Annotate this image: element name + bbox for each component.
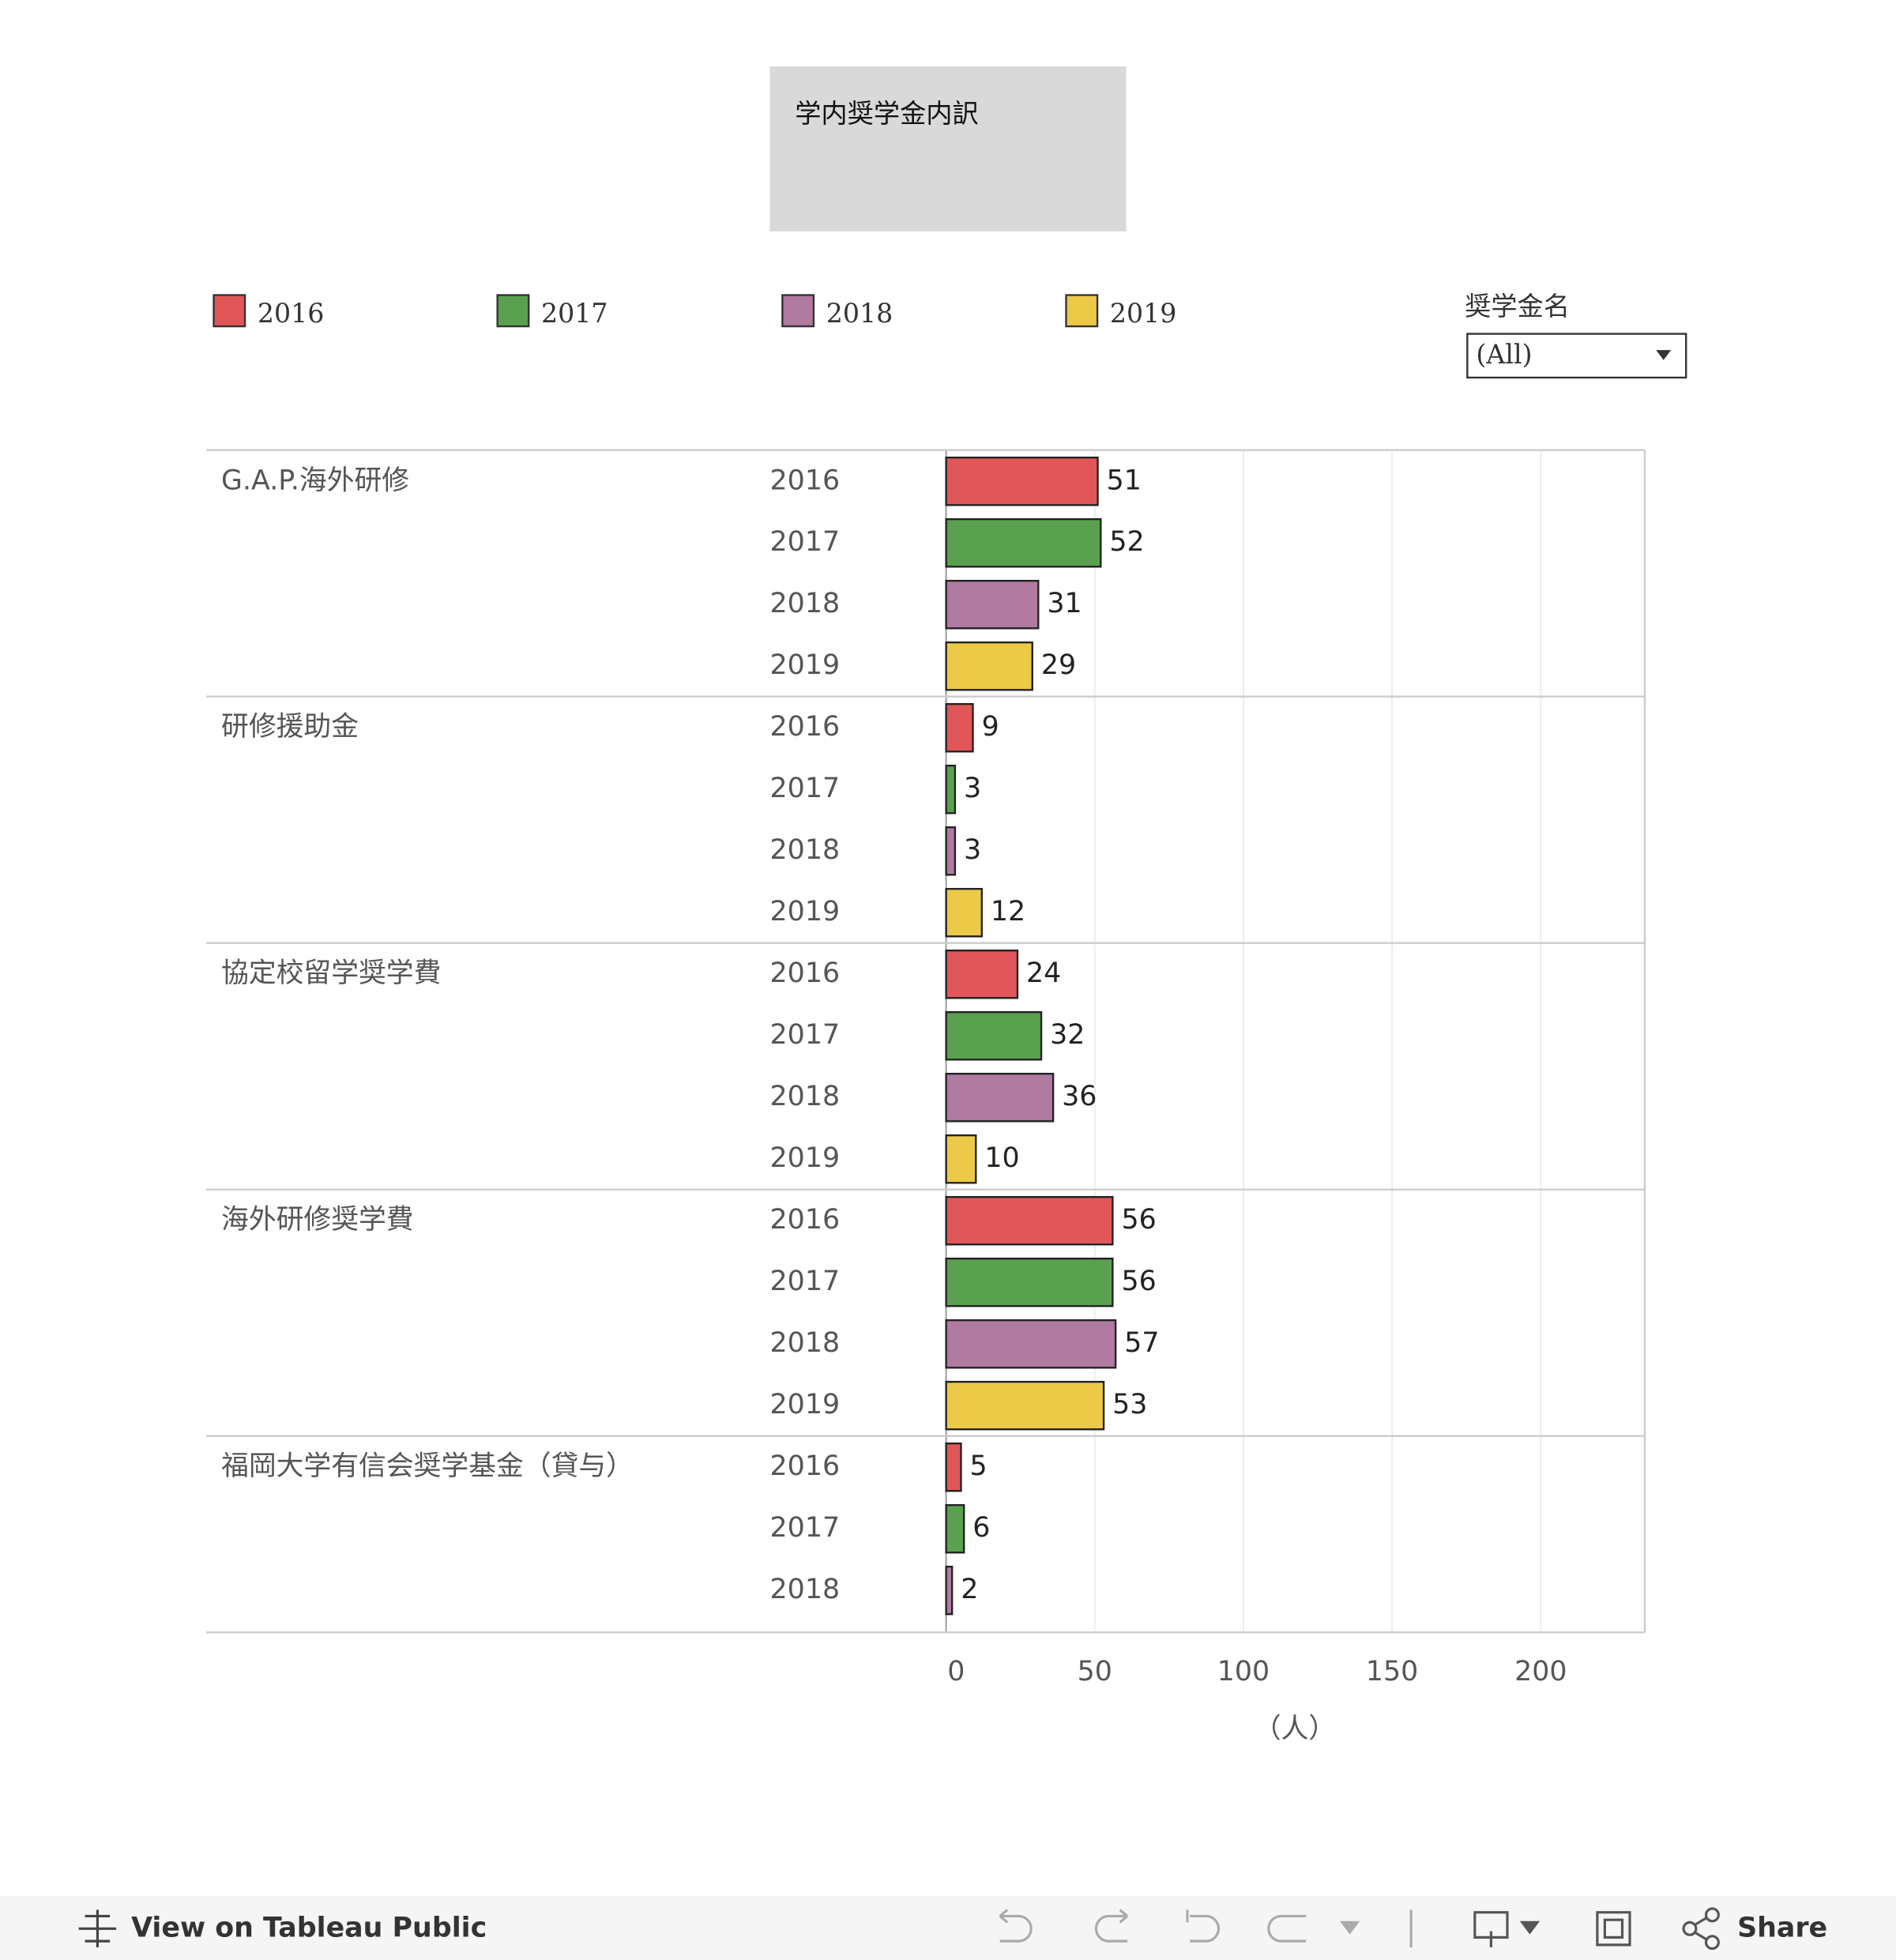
x-tick-label: 150 xyxy=(1366,1656,1418,1687)
row-year-label: 2016 xyxy=(770,1204,841,1236)
row-year-label: 2019 xyxy=(770,649,841,681)
value-label: 5 xyxy=(970,1450,988,1482)
bar xyxy=(945,887,983,938)
filter-value: (All) xyxy=(1476,339,1532,370)
bar xyxy=(945,1565,954,1616)
value-label: 2 xyxy=(961,1574,978,1605)
x-tick-label: 50 xyxy=(1078,1656,1112,1687)
bar xyxy=(945,580,1040,630)
legend-label: 2018 xyxy=(826,298,893,329)
value-label: 57 xyxy=(1124,1327,1159,1359)
value-label: 52 xyxy=(1109,526,1144,558)
dropdown-arrow xyxy=(1656,350,1672,360)
row-year-label: 2018 xyxy=(770,1327,841,1359)
row-year-label: 2017 xyxy=(770,526,841,558)
value-label: 24 xyxy=(1026,957,1061,989)
row-year-label: 2019 xyxy=(770,1389,841,1420)
bar xyxy=(945,1010,1043,1061)
filter-label: 奨学金名 xyxy=(1465,291,1570,322)
bar xyxy=(945,457,1099,506)
row-year-label: 2018 xyxy=(770,588,841,619)
bar xyxy=(945,1319,1117,1369)
row-year-label: 2017 xyxy=(770,1266,841,1297)
x-tick-label: 100 xyxy=(1217,1656,1270,1687)
category-label: G.A.P.海外研修 xyxy=(221,465,409,496)
x-tick-label: 0 xyxy=(947,1656,965,1687)
value-label: 6 xyxy=(972,1512,990,1544)
legend-label: 2016 xyxy=(258,298,325,329)
legend-swatch xyxy=(213,294,246,328)
bar xyxy=(945,1195,1114,1246)
value-label: 51 xyxy=(1107,465,1142,496)
row-year-label: 2018 xyxy=(770,1081,841,1112)
row-year-label: 2017 xyxy=(770,1019,841,1051)
bar xyxy=(945,641,1033,691)
value-label: 9 xyxy=(982,711,999,743)
bar xyxy=(945,518,1102,568)
toolbar-icons xyxy=(999,1909,1413,1948)
toolbar xyxy=(0,1896,1896,1960)
bar xyxy=(945,1380,1105,1431)
share-button[interactable]: Share xyxy=(1737,1912,1827,1943)
tableau-icon xyxy=(78,1909,117,1948)
bar xyxy=(945,826,957,876)
value-label: 36 xyxy=(1062,1081,1097,1112)
category-label: 研修援助金 xyxy=(221,711,359,743)
row-year-label: 2016 xyxy=(770,957,841,989)
chart-title: 学内奨学金内訳 xyxy=(795,98,979,129)
bar xyxy=(945,949,1019,999)
bar xyxy=(945,1442,962,1492)
title-box xyxy=(769,66,1127,231)
row-year-label: 2017 xyxy=(770,1512,841,1544)
value-label: 53 xyxy=(1112,1389,1147,1420)
legend-label: 2019 xyxy=(1110,298,1177,329)
value-label: 56 xyxy=(1121,1204,1156,1236)
row-year-label: 2016 xyxy=(770,1450,841,1482)
value-label: 3 xyxy=(964,773,981,804)
x-tick-label: 200 xyxy=(1514,1656,1567,1687)
bar xyxy=(945,1134,977,1184)
row-year-label: 2017 xyxy=(770,773,841,804)
row-year-label: 2018 xyxy=(770,1574,841,1605)
value-label: 3 xyxy=(964,834,981,866)
value-label: 10 xyxy=(984,1142,1019,1174)
row-year-label: 2016 xyxy=(770,711,841,743)
legend-label: 2017 xyxy=(541,298,608,329)
bar xyxy=(945,1072,1055,1123)
toolbar-actions xyxy=(1473,1907,1720,1951)
bar xyxy=(945,702,974,753)
row-year-label: 2018 xyxy=(770,834,841,866)
value-label: 56 xyxy=(1121,1266,1156,1297)
category-label: 福岡大学有信会奨学基金（貸与） xyxy=(221,1450,634,1482)
value-label: 32 xyxy=(1050,1019,1085,1051)
row-year-label: 2019 xyxy=(770,896,841,927)
row-year-label: 2016 xyxy=(770,465,841,496)
value-label: 29 xyxy=(1041,649,1076,681)
bar xyxy=(945,1257,1114,1307)
legend-swatch xyxy=(496,294,530,328)
category-label: 海外研修奨学費 xyxy=(221,1204,414,1236)
legend-swatch xyxy=(1065,294,1099,328)
filter-dropdown[interactable] xyxy=(1466,333,1687,379)
bar xyxy=(945,764,957,814)
legend-swatch xyxy=(781,294,815,328)
row-year-label: 2019 xyxy=(770,1142,841,1174)
tableau-link[interactable]: View on Tableau Public xyxy=(131,1912,487,1943)
value-label: 12 xyxy=(991,896,1025,927)
value-label: 31 xyxy=(1047,588,1082,619)
category-label: 協定校留学奨学費 xyxy=(221,957,441,989)
x-axis-title: （人） xyxy=(1254,1714,1336,1745)
bar xyxy=(945,1503,965,1554)
